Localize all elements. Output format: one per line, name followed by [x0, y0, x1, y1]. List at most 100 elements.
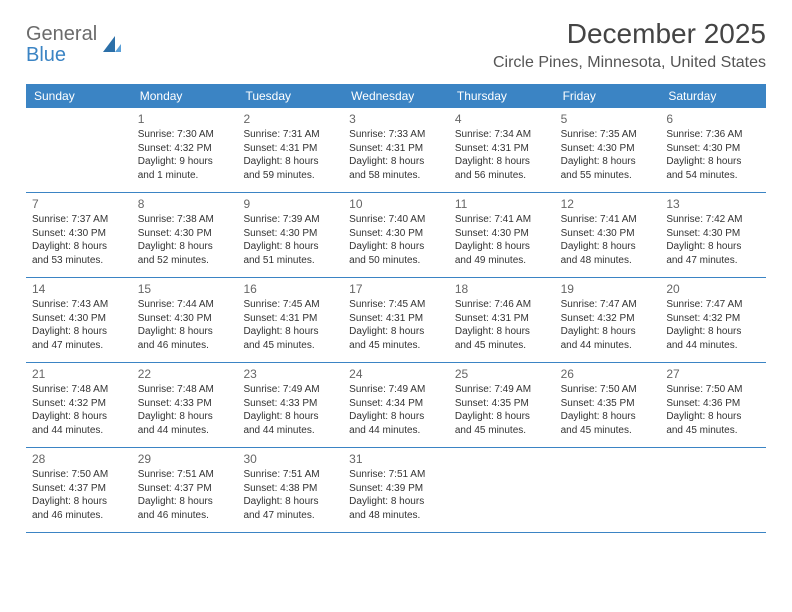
- sunset-text: Sunset: 4:35 PM: [561, 397, 655, 411]
- calendar-body: 1Sunrise: 7:30 AMSunset: 4:32 PMDaylight…: [26, 108, 766, 533]
- sunrise-text: Sunrise: 7:45 AM: [349, 298, 443, 312]
- calendar-day: 2Sunrise: 7:31 AMSunset: 4:31 PMDaylight…: [237, 108, 343, 192]
- sunset-text: Sunset: 4:32 PM: [666, 312, 760, 326]
- calendar-day: 16Sunrise: 7:45 AMSunset: 4:31 PMDayligh…: [237, 278, 343, 362]
- daylight-text: Daylight: 8 hours and 44 minutes.: [32, 410, 126, 437]
- calendar-day: 9 Sunrise: 7:39 AMSunset: 4:30 PMDaylight…: [237, 193, 343, 277]
- dow-cell: Sunday: [26, 84, 132, 108]
- title-block: December 2025 Circle Pines, Minnesota, U…: [493, 18, 766, 72]
- daylight-text: Daylight: 8 hours and 48 minutes.: [349, 495, 443, 522]
- calendar-day: 11Sunrise: 7:41 AMSunset: 4:30 PMDayligh…: [449, 193, 555, 277]
- day-number: 19: [561, 282, 655, 296]
- dow-cell: Thursday: [449, 84, 555, 108]
- sunrise-text: Sunrise: 7:41 AM: [561, 213, 655, 227]
- sunrise-text: Sunrise: 7:44 AM: [138, 298, 232, 312]
- sunset-text: Sunset: 4:36 PM: [666, 397, 760, 411]
- sunrise-text: Sunrise: 7:38 AM: [138, 213, 232, 227]
- sunset-text: Sunset: 4:30 PM: [243, 227, 337, 241]
- calendar-week: 21Sunrise: 7:48 AMSunset: 4:32 PMDayligh…: [26, 363, 766, 448]
- day-number: 1: [138, 112, 232, 126]
- daylight-text: Daylight: 8 hours and 49 minutes.: [455, 240, 549, 267]
- calendar-day: 23Sunrise: 7:49 AMSunset: 4:33 PMDayligh…: [237, 363, 343, 447]
- daylight-text: Daylight: 8 hours and 47 minutes.: [32, 325, 126, 352]
- sunrise-text: Sunrise: 7:35 AM: [561, 128, 655, 142]
- sunset-text: Sunset: 4:31 PM: [455, 142, 549, 156]
- daylight-text: Daylight: 8 hours and 55 minutes.: [561, 155, 655, 182]
- sunrise-text: Sunrise: 7:45 AM: [243, 298, 337, 312]
- calendar-day: 1Sunrise: 7:30 AMSunset: 4:32 PMDaylight…: [132, 108, 238, 192]
- page-header: General Blue December 2025 Circle Pines,…: [26, 18, 766, 72]
- sunrise-text: Sunrise: 7:40 AM: [349, 213, 443, 227]
- day-of-week-header: SundayMondayTuesdayWednesdayThursdayFrid…: [26, 84, 766, 108]
- day-number: 13: [666, 197, 760, 211]
- daylight-text: Daylight: 8 hours and 58 minutes.: [349, 155, 443, 182]
- sunrise-text: Sunrise: 7:48 AM: [138, 383, 232, 397]
- daylight-text: Daylight: 8 hours and 47 minutes.: [666, 240, 760, 267]
- day-number: 16: [243, 282, 337, 296]
- logo-sail-icon: [101, 34, 123, 56]
- daylight-text: Daylight: 8 hours and 45 minutes.: [243, 325, 337, 352]
- calendar-day: [26, 108, 132, 192]
- sunrise-text: Sunrise: 7:51 AM: [243, 468, 337, 482]
- daylight-text: Daylight: 8 hours and 48 minutes.: [561, 240, 655, 267]
- daylight-text: Daylight: 8 hours and 44 minutes.: [138, 410, 232, 437]
- sunset-text: Sunset: 4:30 PM: [349, 227, 443, 241]
- sunset-text: Sunset: 4:30 PM: [32, 312, 126, 326]
- daylight-text: Daylight: 8 hours and 59 minutes.: [243, 155, 337, 182]
- sunrise-text: Sunrise: 7:39 AM: [243, 213, 337, 227]
- sunrise-text: Sunrise: 7:50 AM: [32, 468, 126, 482]
- calendar: SundayMondayTuesdayWednesdayThursdayFrid…: [26, 84, 766, 533]
- calendar-day: 25Sunrise: 7:49 AMSunset: 4:35 PMDayligh…: [449, 363, 555, 447]
- daylight-text: Daylight: 8 hours and 44 minutes.: [349, 410, 443, 437]
- daylight-text: Daylight: 8 hours and 44 minutes.: [666, 325, 760, 352]
- location-subtitle: Circle Pines, Minnesota, United States: [493, 54, 766, 72]
- day-number: 2: [243, 112, 337, 126]
- sunrise-text: Sunrise: 7:49 AM: [455, 383, 549, 397]
- dow-cell: Wednesday: [343, 84, 449, 108]
- sunrise-text: Sunrise: 7:50 AM: [666, 383, 760, 397]
- day-number: 6: [666, 112, 760, 126]
- day-number: 31: [349, 452, 443, 466]
- sunrise-text: Sunrise: 7:51 AM: [349, 468, 443, 482]
- day-number: 14: [32, 282, 126, 296]
- daylight-text: Daylight: 8 hours and 45 minutes.: [455, 410, 549, 437]
- calendar-day: 15Sunrise: 7:44 AMSunset: 4:30 PMDayligh…: [132, 278, 238, 362]
- calendar-day: 3Sunrise: 7:33 AMSunset: 4:31 PMDaylight…: [343, 108, 449, 192]
- dow-cell: Monday: [132, 84, 238, 108]
- calendar-day: 22 Sunrise: 7:48 AMSunset: 4:33 PMDayligh…: [132, 363, 238, 447]
- calendar-day: 30Sunrise: 7:51 AMSunset: 4:38 PMDayligh…: [237, 448, 343, 532]
- daylight-text: Daylight: 8 hours and 46 minutes.: [138, 495, 232, 522]
- sunset-text: Sunset: 4:37 PM: [138, 482, 232, 496]
- day-number: 22: [138, 367, 232, 381]
- sunset-text: Sunset: 4:30 PM: [138, 312, 232, 326]
- sunrise-text: Sunrise: 7:51 AM: [138, 468, 232, 482]
- daylight-text: Daylight: 8 hours and 51 minutes.: [243, 240, 337, 267]
- calendar-day: [660, 448, 766, 532]
- calendar-day: 14 Sunrise: 7:43 AMSunset: 4:30 PMDayligh…: [26, 278, 132, 362]
- day-number: 28: [32, 452, 126, 466]
- sunrise-text: Sunrise: 7:47 AM: [666, 298, 760, 312]
- day-number: 17: [349, 282, 443, 296]
- day-number: 9: [243, 197, 337, 211]
- day-number: 12: [561, 197, 655, 211]
- day-number: 23: [243, 367, 337, 381]
- calendar-day: 4Sunrise: 7:34 AMSunset: 4:31 PMDaylight…: [449, 108, 555, 192]
- calendar-day: 27Sunrise: 7:50 AMSunset: 4:36 PMDayligh…: [660, 363, 766, 447]
- sunrise-text: Sunrise: 7:43 AM: [32, 298, 126, 312]
- calendar-day: 26Sunrise: 7:50 AMSunset: 4:35 PMDayligh…: [555, 363, 661, 447]
- sunset-text: Sunset: 4:30 PM: [561, 227, 655, 241]
- daylight-text: Daylight: 9 hours and 1 minute.: [138, 155, 232, 182]
- calendar-day: 18Sunrise: 7:46 AMSunset: 4:31 PMDayligh…: [449, 278, 555, 362]
- calendar-day: 6Sunrise: 7:36 AMSunset: 4:30 PMDaylight…: [660, 108, 766, 192]
- sunrise-text: Sunrise: 7:48 AM: [32, 383, 126, 397]
- sunrise-text: Sunrise: 7:49 AM: [349, 383, 443, 397]
- sunset-text: Sunset: 4:33 PM: [138, 397, 232, 411]
- sunrise-text: Sunrise: 7:36 AM: [666, 128, 760, 142]
- daylight-text: Daylight: 8 hours and 44 minutes.: [561, 325, 655, 352]
- month-title: December 2025: [493, 18, 766, 50]
- dow-cell: Friday: [555, 84, 661, 108]
- daylight-text: Daylight: 8 hours and 44 minutes.: [243, 410, 337, 437]
- daylight-text: Daylight: 8 hours and 54 minutes.: [666, 155, 760, 182]
- sunrise-text: Sunrise: 7:50 AM: [561, 383, 655, 397]
- calendar-day: 10Sunrise: 7:40 AMSunset: 4:30 PMDayligh…: [343, 193, 449, 277]
